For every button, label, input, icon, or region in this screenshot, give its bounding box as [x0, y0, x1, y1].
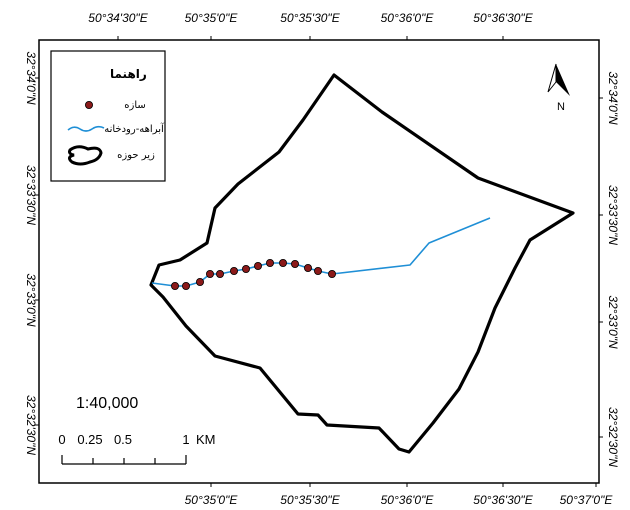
- top-tick-3: 50°35'30"E: [280, 11, 340, 25]
- scale-label-0: 0: [58, 432, 65, 447]
- bottom-tick-5: 50°37'0"E: [560, 493, 614, 507]
- legend-polygon-symbol: [67, 145, 103, 166]
- sub-basin-boundary: [149, 73, 575, 454]
- right-tick-3: 32°33'0"N: [606, 295, 620, 349]
- right-tick-1: 32°34'0"N: [606, 71, 620, 125]
- structure-point: [215, 269, 224, 278]
- scale-ratio: 1:40,000: [76, 395, 138, 412]
- north-arrow: N: [547, 63, 570, 113]
- right-tick-4: 32°32'30"N: [606, 407, 620, 467]
- top-tick-labels: 50°34'30"E 50°35'0"E 50°35'30"E 50°36'0"…: [88, 11, 533, 25]
- top-tick-marks: [117, 36, 504, 40]
- top-tick-5: 50°36'30"E: [473, 11, 533, 25]
- structure-point: [313, 266, 322, 275]
- structure-point: [253, 261, 262, 270]
- scale-label-05: 0.5: [114, 432, 132, 447]
- legend-river-symbol: [67, 125, 105, 132]
- scale-label-025: 0.25: [77, 432, 102, 447]
- bottom-tick-2: 50°35'30"E: [280, 493, 340, 507]
- bottom-tick-marks: [210, 483, 597, 487]
- structure-point: [229, 266, 238, 275]
- structure-point: [181, 281, 190, 290]
- north-label: N: [557, 101, 565, 113]
- scale-label-1: 1: [182, 432, 189, 447]
- top-tick-4: 50°36'0"E: [381, 11, 435, 25]
- structure-point: [278, 258, 287, 267]
- bottom-tick-4: 50°36'30"E: [473, 493, 533, 507]
- legend-polygon-label: زیر حوزه: [117, 150, 155, 161]
- left-tick-marks: [35, 77, 39, 426]
- structure-point: [170, 281, 179, 290]
- legend-structure-label: سازه: [124, 100, 146, 111]
- bottom-tick-1: 50°35'0"E: [185, 493, 239, 507]
- legend-structure-symbol: [85, 101, 94, 110]
- structure-point: [265, 258, 274, 267]
- bottom-tick-3: 50°36'0"E: [381, 493, 435, 507]
- structure-point: [290, 259, 299, 268]
- structure-point: [195, 277, 204, 286]
- top-tick-1: 50°34'30"E: [88, 11, 148, 25]
- left-tick-1: 32°34'0"N: [24, 51, 38, 105]
- scale-label-unit: KM: [196, 432, 216, 447]
- legend-title: راهنما: [110, 67, 147, 81]
- left-tick-labels: 32°34'0"N 32°33'30"N 32°33'0"N 32°32'30"…: [24, 51, 38, 455]
- top-tick-2: 50°35'0"E: [185, 11, 239, 25]
- map-frame: [38, 39, 600, 484]
- right-tick-marks: [599, 97, 603, 438]
- structure-point: [241, 264, 250, 273]
- left-tick-4: 32°32'30"N: [24, 395, 38, 455]
- right-tick-labels: 32°34'0"N 32°33'30"N 32°33'0"N 32°32'30"…: [606, 71, 620, 467]
- structure-point: [303, 263, 312, 272]
- left-tick-2: 32°33'30"N: [24, 165, 38, 225]
- legend: راهنما سازه آبراهه-رودخانه زیر حوزه: [50, 50, 166, 182]
- bottom-tick-labels: 50°35'0"E 50°35'30"E 50°36'0"E 50°36'30"…: [185, 493, 614, 507]
- legend-river-label: آبراهه-رودخانه: [104, 122, 165, 135]
- right-tick-2: 32°33'30"N: [606, 185, 620, 245]
- river-line: [151, 217, 491, 287]
- structure-point: [205, 269, 214, 278]
- structures: [170, 258, 336, 290]
- left-tick-3: 32°33'0"N: [24, 273, 38, 327]
- scale: 1:40,000 0 0.25 0.5 1 KM: [58, 395, 216, 465]
- north-arrow-icon: [556, 64, 570, 96]
- legend-box: [50, 50, 166, 182]
- structure-point: [327, 269, 336, 278]
- scale-bar: [61, 455, 187, 465]
